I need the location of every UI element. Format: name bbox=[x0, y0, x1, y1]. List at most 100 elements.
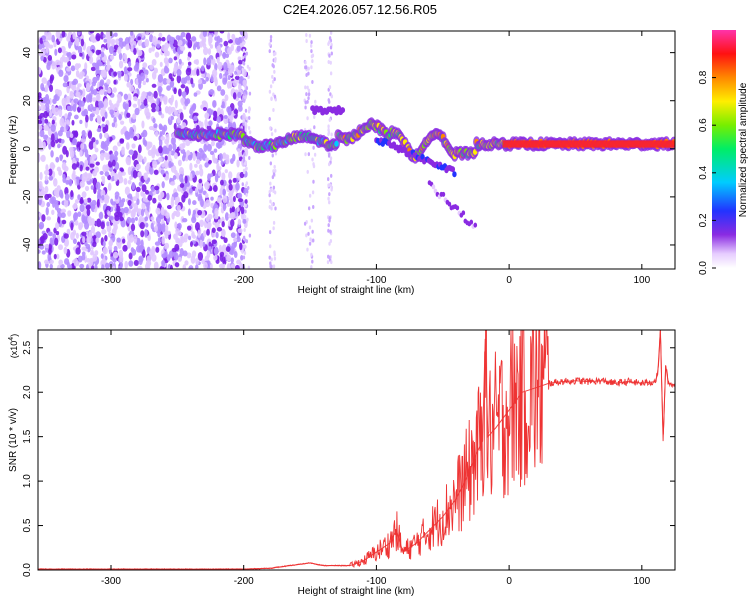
noise-speck bbox=[273, 94, 277, 99]
noise-speck bbox=[95, 237, 100, 244]
noise-speck bbox=[202, 107, 208, 112]
noise-speck bbox=[99, 103, 104, 108]
noise-speck bbox=[173, 192, 179, 198]
y-tick-label: 0 bbox=[22, 146, 33, 152]
noise-speck bbox=[85, 82, 91, 92]
y-tick-label: 2.0 bbox=[22, 385, 33, 399]
noise-speck bbox=[210, 196, 214, 201]
noise-speck bbox=[143, 139, 148, 147]
noise-speck bbox=[306, 99, 309, 104]
noise-speck bbox=[81, 88, 86, 98]
noise-speck bbox=[327, 59, 330, 64]
snr-y-ticks: 0.0 0.5 1.0 1.5 2.0 2.5 bbox=[22, 340, 675, 577]
noise-speck bbox=[162, 95, 168, 103]
noise-speck bbox=[237, 192, 243, 199]
noise-speck bbox=[268, 42, 271, 47]
noise-speck bbox=[189, 173, 193, 182]
noise-speck bbox=[164, 230, 169, 240]
noise-speck bbox=[87, 50, 93, 57]
noise-speck bbox=[89, 114, 94, 122]
x-tick-label: -100 bbox=[366, 275, 386, 286]
spectrogram-y-ticks: -40 -20 0 20 40 bbox=[22, 47, 675, 252]
spectrogram-x-ticks: -300 -200 -100 0 100 bbox=[101, 31, 651, 286]
noise-speck bbox=[329, 156, 333, 161]
noise-speck bbox=[191, 231, 195, 239]
noise-speck bbox=[243, 91, 246, 96]
noise-speck bbox=[241, 249, 244, 254]
noise-speck bbox=[308, 33, 312, 38]
noise-speck bbox=[327, 153, 331, 158]
noise-speck bbox=[311, 259, 314, 264]
noise-speck bbox=[176, 117, 181, 124]
noise-speck bbox=[193, 92, 198, 97]
noise-speck bbox=[77, 45, 83, 55]
noise-speck bbox=[72, 238, 77, 245]
noise-speck bbox=[330, 173, 333, 178]
noise-speck bbox=[268, 204, 271, 209]
noise-speck bbox=[158, 145, 163, 154]
noise-speck bbox=[164, 155, 168, 161]
noise-speck bbox=[330, 132, 333, 137]
noise-speck bbox=[308, 225, 312, 230]
noise-speck bbox=[239, 242, 243, 251]
noise-speck bbox=[182, 264, 187, 269]
noise-speck bbox=[208, 241, 212, 247]
noise-speck bbox=[46, 216, 52, 221]
noise-speck bbox=[230, 257, 234, 264]
noise-speck bbox=[124, 37, 130, 46]
colorbar-tick-label: 0.4 bbox=[698, 165, 709, 179]
noise-speck bbox=[223, 114, 228, 120]
noise-speck bbox=[164, 242, 170, 250]
noise-speck bbox=[172, 142, 177, 151]
noise-speck bbox=[126, 216, 132, 224]
noise-speck bbox=[306, 85, 309, 90]
noise-speck bbox=[311, 59, 314, 64]
noise-speck bbox=[206, 57, 212, 66]
noise-speck bbox=[38, 153, 41, 163]
noise-speck bbox=[233, 108, 239, 115]
noise-speck bbox=[202, 31, 207, 38]
noise-speck bbox=[205, 76, 209, 82]
noise-speck bbox=[84, 185, 90, 192]
noise-speck bbox=[328, 99, 331, 104]
noise-speck bbox=[147, 149, 153, 156]
noise-speck bbox=[230, 44, 235, 52]
noise-speck bbox=[164, 67, 170, 74]
noise-speck bbox=[203, 261, 208, 269]
noise-speck bbox=[55, 222, 60, 230]
noise-speck bbox=[218, 244, 223, 253]
noise-speck bbox=[63, 246, 68, 255]
noise-speck bbox=[48, 175, 54, 181]
noise-speck bbox=[313, 152, 317, 157]
noise-speck bbox=[152, 160, 158, 169]
noise-speck bbox=[208, 34, 213, 40]
noise-speck bbox=[138, 255, 144, 263]
noise-speck bbox=[90, 265, 95, 269]
noise-speck bbox=[137, 98, 141, 107]
noise-speck bbox=[58, 108, 63, 118]
noise-speck bbox=[42, 35, 46, 41]
noise-speck bbox=[313, 114, 316, 119]
noise-speck bbox=[222, 77, 228, 85]
noise-speck bbox=[118, 211, 123, 218]
noise-speck bbox=[71, 119, 75, 126]
noise-speck bbox=[272, 52, 276, 57]
noise-speck bbox=[151, 107, 156, 113]
noise-speck bbox=[312, 162, 315, 167]
noise-speck bbox=[45, 164, 49, 172]
noise-speck bbox=[151, 45, 155, 52]
noise-speck bbox=[95, 99, 99, 109]
noise-speck bbox=[90, 85, 94, 93]
noise-speck bbox=[327, 124, 330, 129]
noise-speck bbox=[192, 200, 197, 206]
noise-speck bbox=[243, 250, 247, 255]
noise-speck bbox=[46, 201, 51, 208]
noise-speck bbox=[177, 256, 182, 262]
noise-speck bbox=[193, 67, 197, 76]
noise-speck bbox=[100, 107, 106, 117]
noise-speck bbox=[214, 207, 219, 217]
noise-speck bbox=[237, 56, 242, 61]
noise-speck bbox=[40, 154, 46, 163]
noise-speck bbox=[310, 40, 313, 45]
noise-speck bbox=[151, 254, 157, 262]
